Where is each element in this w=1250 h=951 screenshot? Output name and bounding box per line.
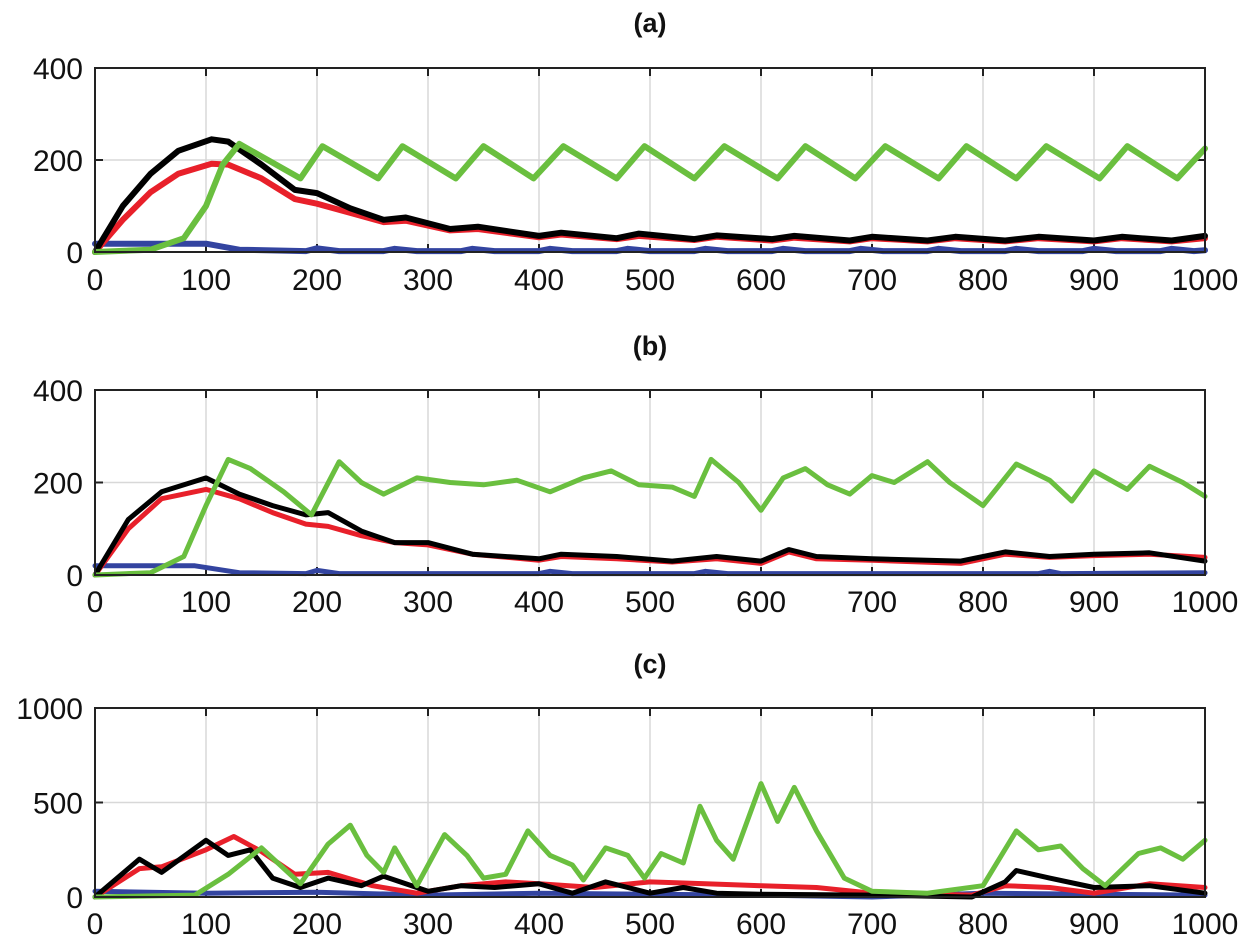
x-tick-label: 1000 [1172, 908, 1239, 941]
series-line-4 [92, 140, 1208, 255]
x-tick-label: 600 [736, 264, 786, 297]
subplot-title: (c) [634, 649, 667, 679]
subplot-title: (a) [634, 8, 667, 38]
y-tick-label: 1000 [16, 693, 83, 726]
y-tick-label: 0 [66, 237, 83, 270]
x-tick-label: 0 [87, 908, 104, 941]
x-tick-label: 300 [403, 908, 453, 941]
x-tick-label: 1000 [1172, 264, 1239, 297]
series-line-1 [92, 563, 1208, 577]
subplot-1: (a) 0 100 200 300 400 500 600 700 800 900 1000 0 200 4… [33, 8, 1238, 297]
x-tick-label: 800 [958, 908, 1008, 941]
series-line-4 [92, 781, 1208, 900]
x-tick-label: 900 [1069, 586, 1119, 619]
x-tick-label: 400 [514, 908, 564, 941]
x-tick-label: 500 [625, 908, 675, 941]
x-tick-label: 400 [514, 264, 564, 297]
y-tick-label: 500 [33, 788, 83, 821]
y-tick-label: 400 [33, 375, 83, 408]
x-tick-label: 200 [292, 264, 342, 297]
x-tick-label: 600 [736, 908, 786, 941]
x-tick-label: 100 [181, 264, 231, 297]
x-tick-label: 900 [1069, 264, 1119, 297]
x-tick-label: 700 [847, 908, 897, 941]
plot-frame [94, 67, 1206, 253]
x-tick-label: 0 [87, 586, 104, 619]
x-tick-label: 0 [87, 264, 104, 297]
subplot-3: (c) 0 100 200 300 400 500 600 700 800 900 1000 0 500 1… [16, 649, 1238, 941]
plot-frame [94, 707, 1206, 898]
x-tick-label: 700 [847, 264, 897, 297]
y-tick-label: 200 [33, 145, 83, 178]
subplot-2: (b) 0 100 200 300 400 500 600 700 800 900 1000 0 200 4… [33, 331, 1238, 619]
x-tick-label: 300 [403, 264, 453, 297]
x-tick-label: 500 [625, 264, 675, 297]
x-tick-label: 400 [514, 586, 564, 619]
x-tick-label: 1000 [1172, 586, 1239, 619]
y-tick-label: 400 [33, 53, 83, 86]
x-tick-label: 200 [292, 586, 342, 619]
x-tick-label: 800 [958, 586, 1008, 619]
series-line-3 [92, 136, 1208, 255]
x-tick-label: 100 [181, 586, 231, 619]
x-tick-label: 900 [1069, 908, 1119, 941]
x-tick-label: 600 [736, 586, 786, 619]
y-tick-label: 0 [66, 882, 83, 915]
x-tick-label: 700 [847, 586, 897, 619]
plot-frame [94, 389, 1206, 576]
series-line-3 [92, 475, 1208, 578]
series-line-3 [92, 837, 1208, 900]
x-tick-label: 800 [958, 264, 1008, 297]
series-line-4 [92, 456, 1208, 578]
x-tick-label: 300 [403, 586, 453, 619]
y-tick-label: 200 [33, 468, 83, 501]
x-tick-label: 100 [181, 908, 231, 941]
subplot-title: (b) [633, 331, 667, 361]
x-tick-label: 200 [292, 908, 342, 941]
x-tick-label: 500 [625, 586, 675, 619]
y-tick-label: 0 [66, 560, 83, 593]
